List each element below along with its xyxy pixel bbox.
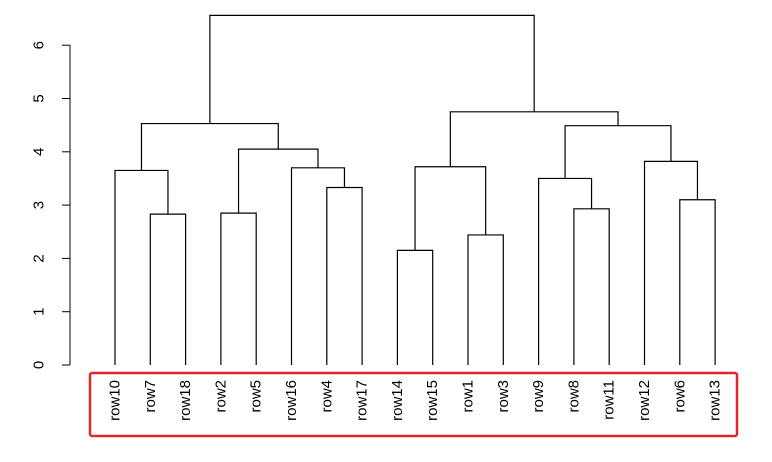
leaf-label-row11: row11 bbox=[601, 380, 618, 420]
leaf-label-row6: row6 bbox=[671, 380, 688, 413]
branch-8 bbox=[396, 249, 434, 365]
y-axis: 0 1 2 3 4 5 6 bbox=[31, 41, 71, 369]
y-tick-label-6: 6 bbox=[31, 41, 48, 49]
leaf-label-row9: row9 bbox=[530, 380, 547, 413]
branch-7 bbox=[140, 122, 279, 171]
leaf-label-row14: row14 bbox=[389, 380, 406, 421]
leaf-label-row1: row1 bbox=[460, 380, 477, 413]
y-tick-label-1: 1 bbox=[31, 308, 48, 316]
branch-12 bbox=[538, 177, 593, 365]
y-tick-label-2: 2 bbox=[31, 254, 48, 262]
branch-15 bbox=[564, 125, 672, 179]
leaf-labels-highlight-box bbox=[88, 371, 739, 438]
leaf-label-row18: row18 bbox=[177, 380, 194, 421]
leaf-label-row7: row7 bbox=[142, 380, 159, 413]
branch-11 bbox=[573, 208, 610, 365]
dendrogram-tree bbox=[114, 14, 716, 365]
branch-1 bbox=[149, 213, 187, 365]
leaf-label-row10: row10 bbox=[107, 380, 124, 421]
branch-10 bbox=[414, 166, 487, 251]
y-tick-label-5: 5 bbox=[31, 94, 48, 102]
branch-3 bbox=[220, 212, 257, 365]
branch-16 bbox=[449, 111, 619, 167]
leaf-label-row16: row16 bbox=[283, 380, 300, 421]
leaf-label-row3: row3 bbox=[495, 380, 512, 413]
branch-14 bbox=[643, 160, 699, 365]
leaf-label-row8: row8 bbox=[565, 380, 582, 413]
leaf-labels: row10 row7 row18 row2 row5 row16 row4 row17 row1… bbox=[107, 380, 724, 421]
leaf-label-row13: row13 bbox=[707, 380, 724, 421]
branch-6 bbox=[237, 148, 319, 214]
branch-13 bbox=[679, 199, 716, 365]
y-tick-label-0: 0 bbox=[31, 361, 48, 369]
branch-9 bbox=[467, 234, 504, 365]
leaf-label-row4: row4 bbox=[318, 380, 335, 413]
y-tick-label-4: 4 bbox=[31, 148, 48, 156]
branch-4 bbox=[326, 186, 363, 365]
leaf-label-row15: row15 bbox=[424, 380, 441, 421]
leaf-label-row2: row2 bbox=[212, 380, 229, 413]
branch-2 bbox=[114, 169, 169, 365]
branch-5 bbox=[290, 167, 346, 365]
branch-17 bbox=[209, 14, 535, 124]
leaf-label-row5: row5 bbox=[248, 380, 265, 413]
leaf-label-row12: row12 bbox=[636, 380, 653, 421]
y-tick-label-3: 3 bbox=[31, 201, 48, 209]
leaf-label-row17: row17 bbox=[354, 380, 371, 421]
